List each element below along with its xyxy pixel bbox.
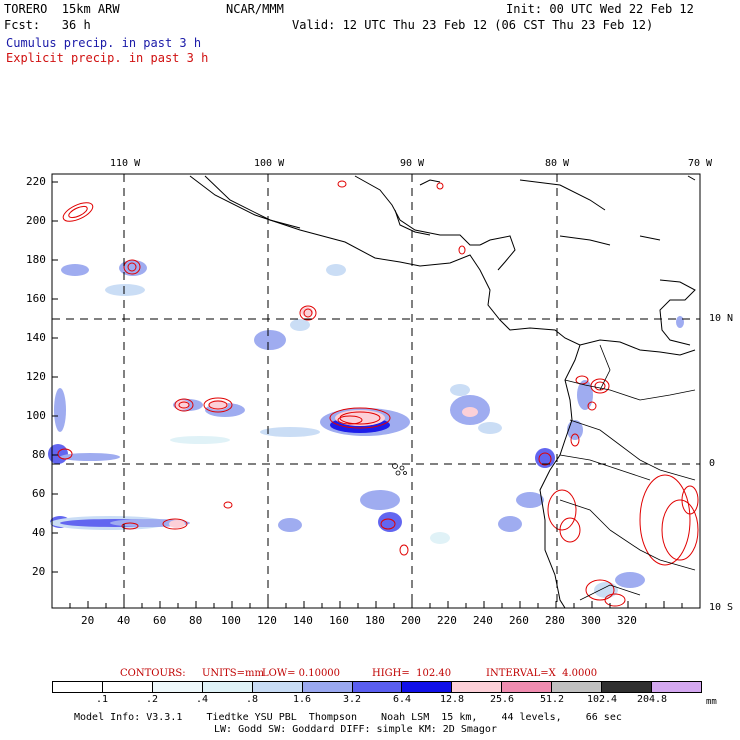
grid-x-label: 220 xyxy=(437,614,457,627)
grid-x-label: 240 xyxy=(473,614,493,627)
colorbar-unit: mm xyxy=(706,697,717,707)
grid-x-label: 180 xyxy=(365,614,385,627)
model-info-line1: Model Info: V3.3.1 Tiedtke YSU PBL Thomp… xyxy=(74,712,622,723)
grid-y-label: 140 xyxy=(26,331,46,344)
galapagos-islands xyxy=(392,463,407,476)
field-explicit-label: Explicit precip. in past 3 h xyxy=(6,51,209,65)
grid-y-label: 60 xyxy=(32,487,46,500)
colorbar-swatch xyxy=(152,682,203,692)
grid-x-label: 20 xyxy=(81,614,95,627)
colorbar-swatch xyxy=(102,682,153,692)
contours-low: LOW= 0.10000 xyxy=(262,668,341,679)
colorbar-swatch xyxy=(502,682,553,692)
lat-label-10s: 10 S xyxy=(709,602,734,613)
forecast-hour: Fcst: 36 h xyxy=(4,18,91,32)
grid-y-label: 40 xyxy=(32,526,46,539)
lat-label-10n: 10 N xyxy=(709,313,734,324)
contours-high: HIGH= 102.40 xyxy=(372,668,452,679)
lon-label-70w: 70 W xyxy=(688,158,713,169)
grid-x-label: 200 xyxy=(401,614,421,627)
explicit-precip-cores xyxy=(169,307,478,528)
contours-interval: INTERVAL=X 4.0000 xyxy=(486,668,598,679)
colorbar-tick-label: 3.2 xyxy=(342,694,362,705)
org-label: NCAR/MMM xyxy=(226,2,284,16)
grid-x-label: 60 xyxy=(153,614,167,627)
grid-x-label: 40 xyxy=(117,614,131,627)
colorbar-tick-label: 51.2 xyxy=(539,694,565,705)
grid-y-label: 120 xyxy=(26,370,46,383)
grid-y-label: 100 xyxy=(26,409,46,422)
grid-x-label: 100 xyxy=(221,614,241,627)
colorbar-swatch xyxy=(652,682,701,692)
colorbar-tick-label: 12.8 xyxy=(439,694,465,705)
country-borders xyxy=(559,344,696,601)
model-title: TORERO 15km ARW xyxy=(4,2,120,16)
colorbar-tick-label: 204.8 xyxy=(636,694,668,705)
cumulus-precip-shading xyxy=(48,260,684,598)
init-time: Init: 00 UTC Wed 22 Feb 12 xyxy=(506,2,694,16)
colorbar-swatch xyxy=(552,682,603,692)
grid-y-label: 180 xyxy=(26,253,46,266)
colorbar xyxy=(52,681,702,693)
colorbar-tick-label: .4 xyxy=(195,694,209,705)
grid-x-label: 260 xyxy=(509,614,529,627)
grid-x-label: 140 xyxy=(293,614,313,627)
colorbar-tick-label: 102.4 xyxy=(586,694,618,705)
latlon-grid xyxy=(52,174,700,608)
grid-y-label: 220 xyxy=(26,175,46,188)
colorbar-swatch xyxy=(202,682,253,692)
colorbar-labels: .1 .2 .4 .8 1.6 3.2 6.4 12.8 25.6 51.2 102.4 204.8 xyxy=(52,694,702,706)
grid-x-label: 280 xyxy=(545,614,565,627)
grid-x-label: 120 xyxy=(257,614,277,627)
colorbar-swatch xyxy=(53,682,103,692)
contours-units: UNITS=mm xyxy=(202,668,264,679)
grid-y-label: 80 xyxy=(32,448,46,461)
colorbar-tick-label: .8 xyxy=(245,694,259,705)
grid-x-label: 300 xyxy=(581,614,601,627)
grid-y-label: 160 xyxy=(26,292,46,305)
colorbar-tick-label: 6.4 xyxy=(392,694,412,705)
explicit-precip-contours xyxy=(57,180,699,607)
grid-y-label: 200 xyxy=(26,214,46,227)
colorbar-swatch xyxy=(602,682,653,692)
colorbar-tick-label: 1.6 xyxy=(292,694,312,705)
lon-label-80w: 80 W xyxy=(545,158,570,169)
lon-label-90w: 90 W xyxy=(400,158,425,169)
colorbar-swatch xyxy=(452,682,503,692)
colorbar-tick-label: .1 xyxy=(95,694,109,705)
contours-label: CONTOURS: xyxy=(120,668,186,679)
grid-x-label: 320 xyxy=(617,614,637,627)
coastlines xyxy=(189,175,696,609)
colorbar-swatch xyxy=(252,682,303,692)
colorbar-tick-label: .2 xyxy=(145,694,159,705)
lon-label-100w: 100 W xyxy=(254,158,285,169)
model-info-line2: LW: Godd SW: Goddard DIFF: simple KM: 2D… xyxy=(214,724,497,735)
colorbar-swatch xyxy=(352,682,403,692)
lat-label-0: 0 xyxy=(709,458,716,469)
grid-y-label: 20 xyxy=(32,565,46,578)
colorbar-swatch xyxy=(402,682,453,692)
colorbar-swatch xyxy=(302,682,353,692)
map-frame xyxy=(51,173,701,609)
lon-label-110w: 110 W xyxy=(110,158,141,169)
colorbar-tick-label: 25.6 xyxy=(489,694,515,705)
valid-time: Valid: 12 UTC Thu 23 Feb 12 (06 CST Thu … xyxy=(292,18,654,32)
grid-x-label: 80 xyxy=(189,614,203,627)
grid-x-label: 160 xyxy=(329,614,349,627)
field-cumulus-label: Cumulus precip. in past 3 h xyxy=(6,36,202,50)
